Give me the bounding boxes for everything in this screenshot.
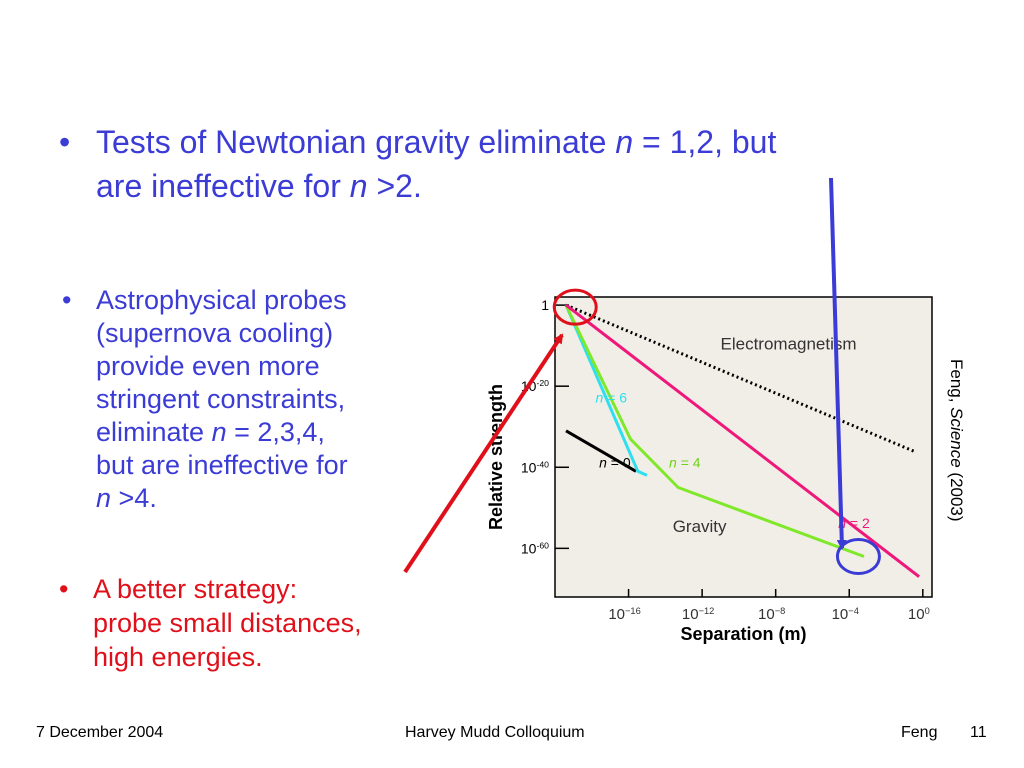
series-line-n-4 <box>564 304 865 558</box>
bullet-line: provide even more <box>96 351 320 381</box>
footer-title: Harvey Mudd Colloquium <box>405 724 585 741</box>
red-circle <box>552 288 598 326</box>
bullet-marker: • <box>62 285 72 315</box>
x-tick-label: 10−12 <box>682 606 714 623</box>
bullet-newtonian: • Tests of Newtonian gravity eliminate n… <box>59 120 777 208</box>
bullet-strategy: • A better strategy: probe small distanc… <box>59 572 362 674</box>
citation: Feng, Science (2003) <box>947 359 966 522</box>
blue-arrow <box>829 177 847 550</box>
gravity-label: Gravity <box>673 517 727 536</box>
footer-author: Feng <box>901 724 938 741</box>
y-tick-label: 1 <box>541 297 549 313</box>
y-tick-label: 10-60 <box>521 540 549 556</box>
series-line-n-0 <box>565 429 637 473</box>
bullet-astrophysical: • Astrophysical probes (supernova coolin… <box>62 284 348 515</box>
blue-circle <box>835 537 881 575</box>
electromagnetism-label: Electromagnetism <box>721 335 857 354</box>
bullet-line: stringent constraints, <box>96 384 346 414</box>
bullet-line: eliminate n = 2,3,4, <box>96 417 325 447</box>
bullet-line: but are ineffective for <box>96 450 348 480</box>
bullet-line: probe small distances, <box>93 608 362 638</box>
footer-date: 7 December 2004 <box>36 724 164 741</box>
bullet-line: high energies. <box>93 642 263 672</box>
bullet-marker: • <box>59 574 69 604</box>
x-tick-label: 10−16 <box>608 606 640 623</box>
bullet-line: A better strategy: <box>93 574 298 604</box>
bullet-line: n >4. <box>96 483 157 513</box>
plot-area <box>554 296 933 598</box>
bullet-line: Astrophysical probes <box>96 285 347 315</box>
bullet-line: are ineffective for n >2. <box>96 168 422 204</box>
red-arrow <box>403 333 564 574</box>
y-tick-label: 10-40 <box>521 459 549 475</box>
x-tick-label: 10−8 <box>758 606 785 623</box>
series-line-n-6 <box>564 304 648 477</box>
page-number: 11 <box>970 724 987 741</box>
bullet-line: (supernova cooling) <box>96 318 334 348</box>
series-label: n = 0 <box>599 454 631 470</box>
series-label: n = 4 <box>669 454 701 470</box>
x-tick-label: 10−4 <box>832 606 859 623</box>
bullet-marker: • <box>59 124 71 160</box>
bullet-line: Tests of Newtonian gravity eliminate n =… <box>96 124 777 160</box>
y-axis-label: Relative strength <box>486 384 506 530</box>
x-axis-label: Separation (m) <box>680 624 806 644</box>
series-label: n = 6 <box>595 389 627 405</box>
x-tick-label: 100 <box>908 606 930 623</box>
series-line-n-2 <box>565 303 921 578</box>
